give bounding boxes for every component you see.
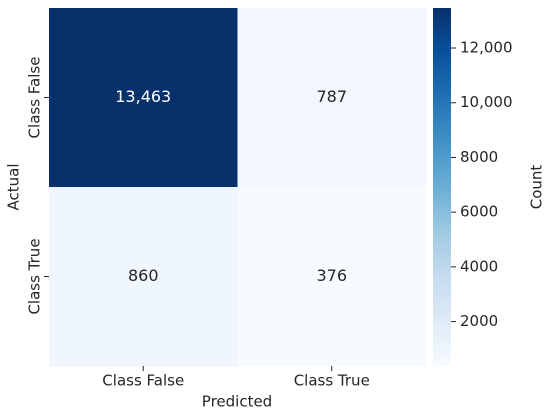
cell bbox=[49, 187, 238, 367]
cell bbox=[237, 187, 427, 367]
x-tick-label: Class False bbox=[102, 372, 184, 390]
colorbar-tick-label: 10,000 bbox=[460, 93, 513, 111]
colorbar-tick-label: 12,000 bbox=[460, 39, 513, 57]
y-tick-label: Class False bbox=[26, 57, 44, 139]
x-axis-label: Predicted bbox=[202, 393, 272, 411]
cell-label: 376 bbox=[316, 266, 347, 285]
cell-label: 13,463 bbox=[115, 87, 171, 106]
y-tick-label: Class True bbox=[26, 238, 44, 314]
cell bbox=[49, 8, 238, 188]
cell-label: 860 bbox=[128, 266, 159, 285]
colorbar-tick-label: 6000 bbox=[460, 203, 498, 221]
colorbar-tick-label: 4000 bbox=[460, 257, 498, 275]
cell bbox=[237, 8, 427, 188]
colorbar bbox=[433, 8, 451, 366]
cell-label: 787 bbox=[316, 87, 347, 106]
y-axis-label: Actual bbox=[5, 164, 23, 211]
colorbar-label: Count bbox=[528, 165, 546, 210]
x-tick-label: Class True bbox=[294, 372, 370, 390]
colorbar-tick-label: 8000 bbox=[460, 148, 498, 166]
colorbar-tick-label: 2000 bbox=[460, 312, 498, 330]
